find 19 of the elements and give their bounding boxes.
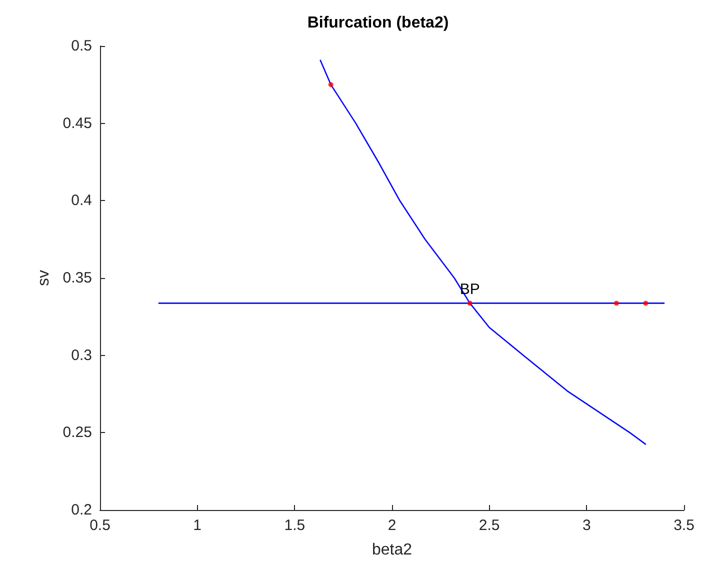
- y-tick-label: 0.25: [62, 424, 92, 442]
- x-tick-label: 1: [193, 517, 202, 534]
- x-tick-label: 3.5: [674, 517, 694, 534]
- x-axis-title: beta2: [372, 542, 412, 558]
- chart-title: Bifurcation (beta2): [307, 14, 449, 32]
- x-tick-label: 2.5: [478, 517, 500, 534]
- x-tick-label: 3: [582, 517, 591, 534]
- y-tick-label: 0.2: [71, 502, 92, 518]
- y-axis-title: sv: [35, 270, 52, 286]
- x-tick-label: 1.5: [284, 517, 306, 534]
- y-tick-label: 0.45: [62, 114, 92, 132]
- y-tick-label: 0.35: [62, 270, 92, 286]
- x-tick-label: 2: [388, 517, 396, 534]
- annotation: BP: [460, 281, 480, 298]
- y-tick-label: 0.5: [71, 38, 92, 54]
- x-tick-label: 0.5: [90, 517, 110, 534]
- y-tick-label: 0.3: [71, 346, 92, 364]
- y-tick-label: 0.4: [71, 192, 92, 210]
- line-series: [320, 59, 646, 446]
